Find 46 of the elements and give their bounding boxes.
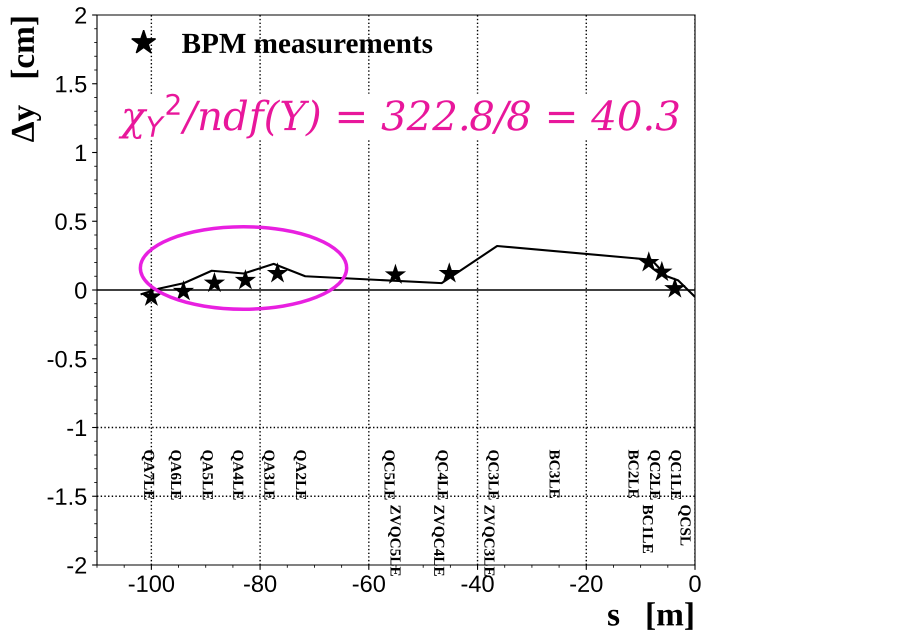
point xyxy=(651,260,672,282)
x-tick-label: -80 xyxy=(244,575,276,592)
annotation: QA6LE xyxy=(168,450,182,500)
legend-label: BPM measurements xyxy=(182,34,432,54)
y-tick-label: -2 xyxy=(67,557,86,574)
point xyxy=(234,269,256,290)
point xyxy=(204,272,226,292)
annotation: QC1LE xyxy=(668,450,682,500)
y-tick-label: 1.5 xyxy=(56,76,86,93)
annotation: ZVQC5LE xyxy=(388,505,401,576)
y-tick-label: -1.5 xyxy=(48,488,86,506)
point xyxy=(172,280,194,300)
point xyxy=(384,264,406,284)
annotation: BC3LE xyxy=(549,450,560,498)
annotation: ZVQC3LE xyxy=(482,505,495,576)
y-tick-label: 1 xyxy=(76,144,86,162)
x-tick-label: -100 xyxy=(128,575,174,592)
point xyxy=(438,262,460,283)
y-tick-label: -1 xyxy=(67,420,86,436)
x-axis-title: s [m] xyxy=(608,602,693,630)
annotation: QC4LE xyxy=(435,450,448,500)
annotation: BC2LE xyxy=(628,450,639,498)
y-tick-label: -0.5 xyxy=(48,350,86,368)
x-tick-label: -20 xyxy=(570,575,602,592)
annotation: QA2LE xyxy=(294,450,306,500)
annotation: QA5LE xyxy=(200,450,213,500)
annotation: QC3LE xyxy=(486,450,499,500)
y-axis-title: Δy [cm] xyxy=(10,17,42,142)
point xyxy=(638,251,660,272)
annotation: QA7LE xyxy=(142,450,154,500)
annotation: QA3LE xyxy=(262,450,274,500)
annotation: BC1LE xyxy=(642,504,654,553)
y-tick-label: 2 xyxy=(75,7,86,24)
x-tick-label: -40 xyxy=(462,575,494,592)
point xyxy=(664,277,686,298)
x-tick-label: 0 xyxy=(689,575,701,592)
point xyxy=(266,262,288,283)
annotation: QC5LE xyxy=(382,450,395,500)
y-tick-label: 0 xyxy=(75,282,86,299)
annotation: χ$_{Y}$$^{2}$/ndf(Y) = 322.8/8 = 40.3 xyxy=(118,94,678,140)
annotation: QC2LE xyxy=(648,450,660,500)
annotation: ZVQC4LE xyxy=(432,505,444,576)
annotation: QA4LE xyxy=(230,450,244,500)
y-tick-label: 0.5 xyxy=(55,213,86,230)
x-tick-label: -60 xyxy=(352,575,385,592)
annotation: QCSL xyxy=(678,505,691,546)
